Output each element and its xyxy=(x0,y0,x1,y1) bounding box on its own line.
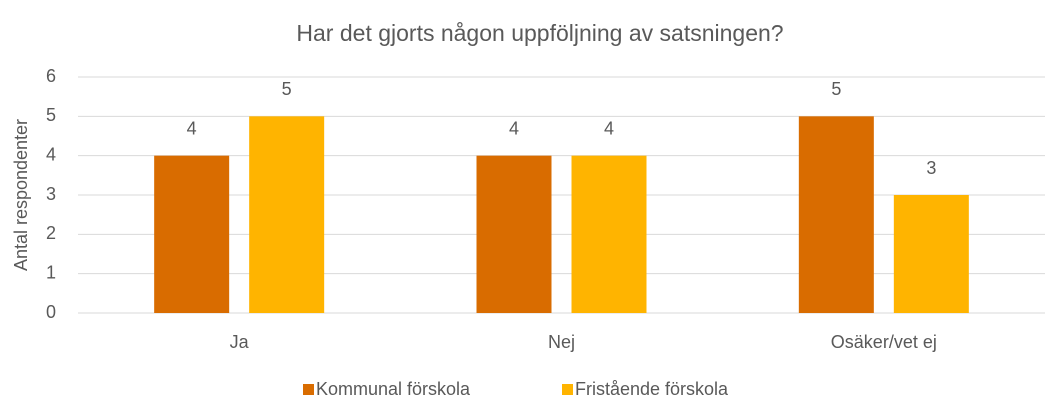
bar xyxy=(154,155,230,313)
y-tick-label: 3 xyxy=(46,184,56,204)
bar xyxy=(571,155,647,313)
y-tick-label: 5 xyxy=(46,105,56,125)
y-tick-label: 4 xyxy=(46,144,56,164)
y-tick-label: 1 xyxy=(46,262,56,282)
data-label: 4 xyxy=(604,118,614,138)
data-label: 5 xyxy=(282,79,292,99)
bar xyxy=(798,116,874,313)
x-tick-label: Ja xyxy=(230,332,250,352)
x-tick-label: Nej xyxy=(548,332,575,352)
legend-swatch xyxy=(562,384,573,395)
y-tick-label: 2 xyxy=(46,223,56,243)
bar xyxy=(249,116,325,313)
data-label: 5 xyxy=(831,79,841,99)
bar xyxy=(476,155,552,313)
legend-swatch xyxy=(303,384,314,395)
chart-title: Har det gjorts någon uppföljning av sats… xyxy=(296,20,783,46)
legend-label: Kommunal förskola xyxy=(316,379,471,399)
y-tick-label: 6 xyxy=(46,66,56,86)
x-tick-label: Osäker/vet ej xyxy=(831,332,937,352)
legend-label: Fristående förskola xyxy=(575,379,729,399)
y-axis-label: Antal respondenter xyxy=(11,119,31,271)
data-label: 4 xyxy=(509,118,519,138)
data-label: 4 xyxy=(187,118,197,138)
bar xyxy=(893,195,969,313)
data-label: 3 xyxy=(926,158,936,178)
y-tick-label: 0 xyxy=(46,302,56,322)
